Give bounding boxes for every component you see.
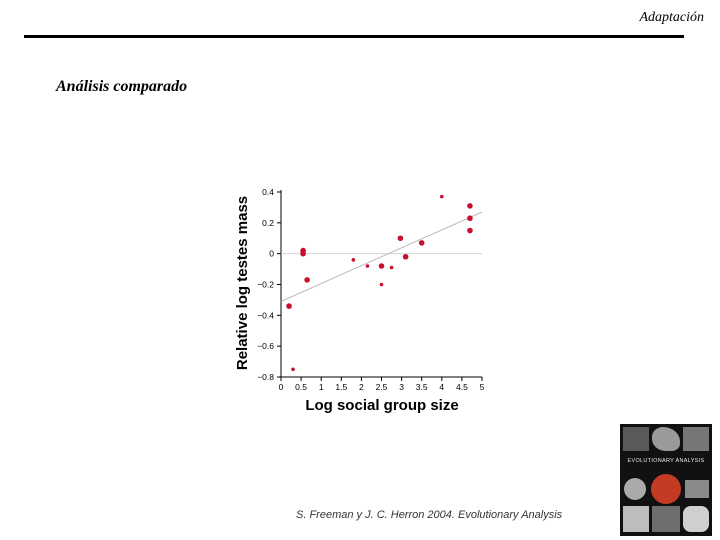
book-cover-image: EVOLUTIONARY ANALYSIS (620, 424, 712, 536)
y-tick-label: 0.2 (262, 218, 274, 228)
book-cover-title: EVOLUTIONARY ANALYSIS (627, 458, 705, 464)
x-tick-label: 2.5 (376, 382, 388, 392)
data-point (351, 258, 356, 262)
scatter-chart: 0.4 0.2 0 −0.2 −0.4 −0.6 −0.8 0 0.5 1 1.5 2 2.5 3 3.5… (234, 187, 485, 414)
y-axis-label: Relative log testes mass (234, 196, 251, 370)
y-axis: 0.4 0.2 0 −0.2 −0.4 −0.6 −0.8 (257, 187, 282, 382)
x-tick-label: 4 (439, 382, 444, 392)
x-tick-label: 3.5 (416, 382, 428, 392)
x-tick-label: 4.5 (456, 382, 468, 392)
x-tick-label: 2 (359, 382, 364, 392)
data-point (467, 215, 473, 222)
x-tick-label: 5 (480, 382, 485, 392)
x-axis: 0 0.5 1 1.5 2 2.5 3 3.5 4 4.5 5 (279, 376, 485, 392)
data-point (379, 282, 384, 287)
y-tick-label: −0.4 (257, 310, 274, 320)
data-point (402, 253, 409, 260)
y-tick-label: −0.8 (257, 372, 274, 382)
slide-title: Análisis comparado (56, 78, 188, 95)
data-point (418, 240, 425, 246)
data-point (389, 265, 394, 270)
data-point (440, 194, 444, 199)
y-tick-label: 0 (269, 249, 274, 259)
data-points (286, 194, 473, 372)
data-point (365, 264, 370, 268)
data-point (291, 367, 295, 372)
data-point (378, 263, 385, 269)
x-tick-label: 1.5 (335, 382, 347, 392)
y-tick-label: −0.6 (257, 341, 274, 351)
slide-section-header: Adaptación (639, 10, 704, 25)
y-tick-label: −0.2 (257, 280, 274, 290)
x-tick-label: 1 (319, 382, 324, 392)
data-point (304, 277, 310, 283)
x-axis-label: Log social group size (305, 397, 458, 414)
regression-line (280, 211, 483, 302)
data-point (286, 303, 292, 309)
data-point (397, 235, 404, 242)
citation: S. Freeman y J. C. Herron 2004. Evolutio… (296, 509, 563, 521)
chart-lines (280, 211, 483, 302)
x-tick-label: 3 (399, 382, 404, 392)
data-point (467, 203, 473, 209)
header-rule (24, 35, 684, 38)
data-point (300, 250, 306, 257)
data-point (467, 227, 473, 234)
x-tick-label: 0 (279, 382, 284, 392)
y-tick-label: 0.4 (262, 187, 274, 197)
x-tick-label: 0.5 (295, 382, 307, 392)
